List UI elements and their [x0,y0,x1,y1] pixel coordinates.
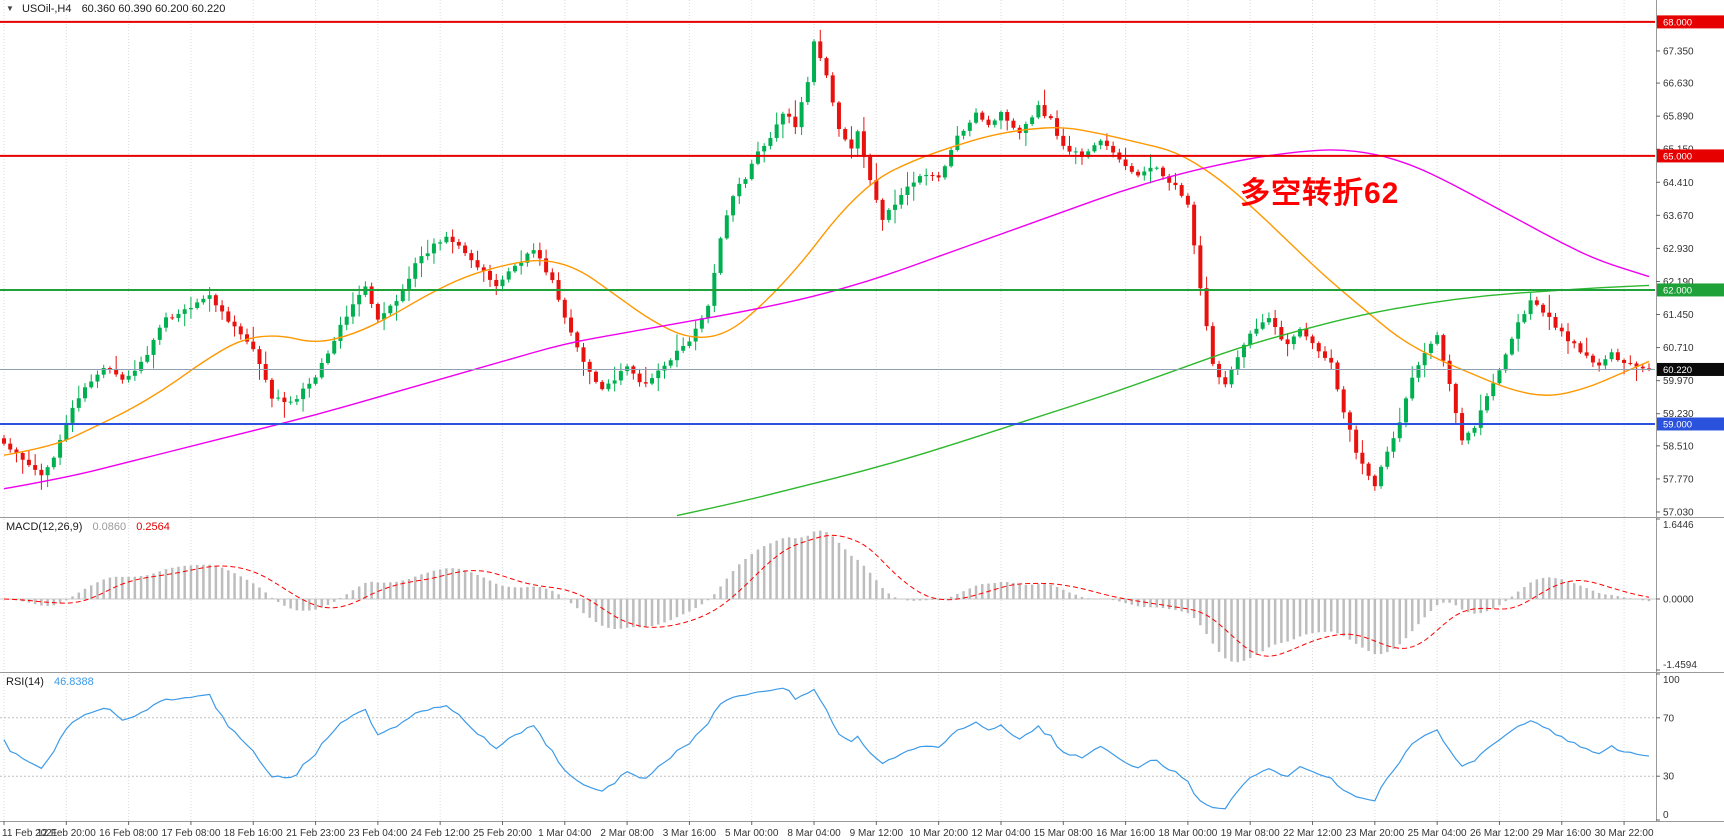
svg-text:64.410: 64.410 [1663,178,1694,189]
svg-text:18 Feb 16:00: 18 Feb 16:00 [224,828,283,839]
svg-text:3 Mar 16:00: 3 Mar 16:00 [663,828,717,839]
candles-layer [2,29,1651,491]
panel-separators [0,0,1724,822]
svg-text:12 Feb 20:00: 12 Feb 20:00 [37,828,96,839]
macd-panel[interactable]: 1.6446 0.0000 -1.4594 [0,518,1697,671]
svg-text:59.000: 59.000 [1663,419,1692,430]
svg-text:70: 70 [1663,713,1675,724]
svg-text:16 Mar 16:00: 16 Mar 16:00 [1096,828,1155,839]
price-axis[interactable]: 67.35066.63065.89065.15064.41063.67062.9… [1656,15,1724,518]
svg-text:0: 0 [1663,810,1669,821]
svg-text:24 Feb 12:00: 24 Feb 12:00 [411,828,470,839]
symbol-info-bar: ▼ USOil-,H4 60.360 60.390 60.200 60.220 [6,3,225,15]
svg-text:65.000: 65.000 [1663,151,1692,162]
svg-text:12 Mar 04:00: 12 Mar 04:00 [972,828,1031,839]
macd-signal-value: 0.2564 [136,521,170,533]
svg-text:61.450: 61.450 [1663,310,1694,321]
price-badge-65.000 [1657,149,1724,163]
svg-text:5 Mar 00:00: 5 Mar 00:00 [725,828,779,839]
svg-text:25 Mar 04:00: 25 Mar 04:00 [1408,828,1467,839]
rsi-value: 46.8388 [53,676,94,688]
svg-text:11 Feb 2021: 11 Feb 2021 [2,828,58,839]
rsi-name: RSI(14) [6,676,44,688]
macd-indicator-label: MACD(12,26,9) 0.0860 0.2564 [6,521,170,533]
symbol-period-label: USOil-,H4 [21,3,72,15]
svg-text:23 Mar 20:00: 23 Mar 20:00 [1345,828,1404,839]
main-price-panel[interactable] [0,20,1656,517]
svg-text:15 Mar 08:00: 15 Mar 08:00 [1034,828,1093,839]
svg-text:29 Mar 16:00: 29 Mar 16:00 [1532,828,1591,839]
svg-text:57.770: 57.770 [1663,474,1694,485]
svg-text:57.030: 57.030 [1663,507,1694,518]
svg-text:10 Mar 20:00: 10 Mar 20:00 [909,828,968,839]
svg-text:59.970: 59.970 [1663,376,1694,387]
moving-averages-layer [3,127,1650,517]
svg-text:23 Feb 04:00: 23 Feb 04:00 [348,828,407,839]
svg-text:30 Mar 22:00: 30 Mar 22:00 [1595,828,1654,839]
chart-annotation[interactable]: 多空转折62 [1240,177,1400,210]
svg-text:59.230: 59.230 [1663,409,1694,420]
svg-text:67.350: 67.350 [1663,46,1694,57]
current-price-badge [1657,362,1724,376]
svg-text:66.630: 66.630 [1663,79,1694,90]
one-click-trading-arrow-icon[interactable]: ▼ [6,4,14,13]
price-badge-62.000 [1657,283,1724,297]
level-lines[interactable] [0,20,1656,425]
svg-text:0.0000: 0.0000 [1663,595,1694,606]
svg-text:65.890: 65.890 [1663,112,1694,123]
macd-main-value: 0.0860 [92,521,127,533]
svg-text:100: 100 [1663,675,1680,686]
svg-text:26 Mar 12:00: 26 Mar 12:00 [1470,828,1529,839]
svg-text:9 Mar 12:00: 9 Mar 12:00 [850,828,904,839]
ma-line-mid-magenta [3,149,1650,490]
ma-line-slow-green [676,284,1650,517]
svg-text:68.000: 68.000 [1663,17,1692,28]
macd-signal-line [3,534,1650,657]
svg-text:1.6446: 1.6446 [1663,520,1694,531]
svg-text:1 Mar 04:00: 1 Mar 04:00 [538,828,592,839]
ma-line-fast-orange [3,127,1650,456]
grid-lines [3,0,1625,821]
svg-text:18 Mar 00:00: 18 Mar 00:00 [1158,828,1217,839]
svg-text:19 Mar 08:00: 19 Mar 08:00 [1221,828,1280,839]
rsi-line [3,687,1650,810]
macd-histogram [8,530,1651,663]
svg-text:16 Feb 08:00: 16 Feb 08:00 [99,828,158,839]
svg-text:63.670: 63.670 [1663,211,1694,222]
svg-text:-1.4594: -1.4594 [1663,660,1697,671]
svg-text:21 Feb 23:00: 21 Feb 23:00 [286,828,345,839]
svg-text:60.220: 60.220 [1663,365,1692,376]
svg-text:25 Feb 20:00: 25 Feb 20:00 [473,828,532,839]
price-badge-59.000 [1657,417,1724,431]
price-badge-68.000 [1657,15,1724,29]
rsi-indicator-label: RSI(14) 46.8388 [6,676,94,688]
svg-text:62.190: 62.190 [1663,277,1694,288]
svg-text:22 Mar 12:00: 22 Mar 12:00 [1283,828,1342,839]
svg-text:17 Feb 08:00: 17 Feb 08:00 [161,828,220,839]
rsi-panel[interactable]: 100 70 30 0 [0,673,1680,821]
svg-text:62.000: 62.000 [1663,285,1692,296]
ohlc-values: 60.360 60.390 60.200 60.220 [81,3,226,15]
svg-text:58.510: 58.510 [1663,441,1694,452]
svg-text:2 Mar 08:00: 2 Mar 08:00 [600,828,654,839]
svg-text:60.710: 60.710 [1663,343,1694,354]
svg-text:30: 30 [1663,772,1675,783]
macd-name: MACD(12,26,9) [6,521,83,533]
svg-text:8 Mar 04:00: 8 Mar 04:00 [787,828,841,839]
svg-text:62.930: 62.930 [1663,244,1694,255]
